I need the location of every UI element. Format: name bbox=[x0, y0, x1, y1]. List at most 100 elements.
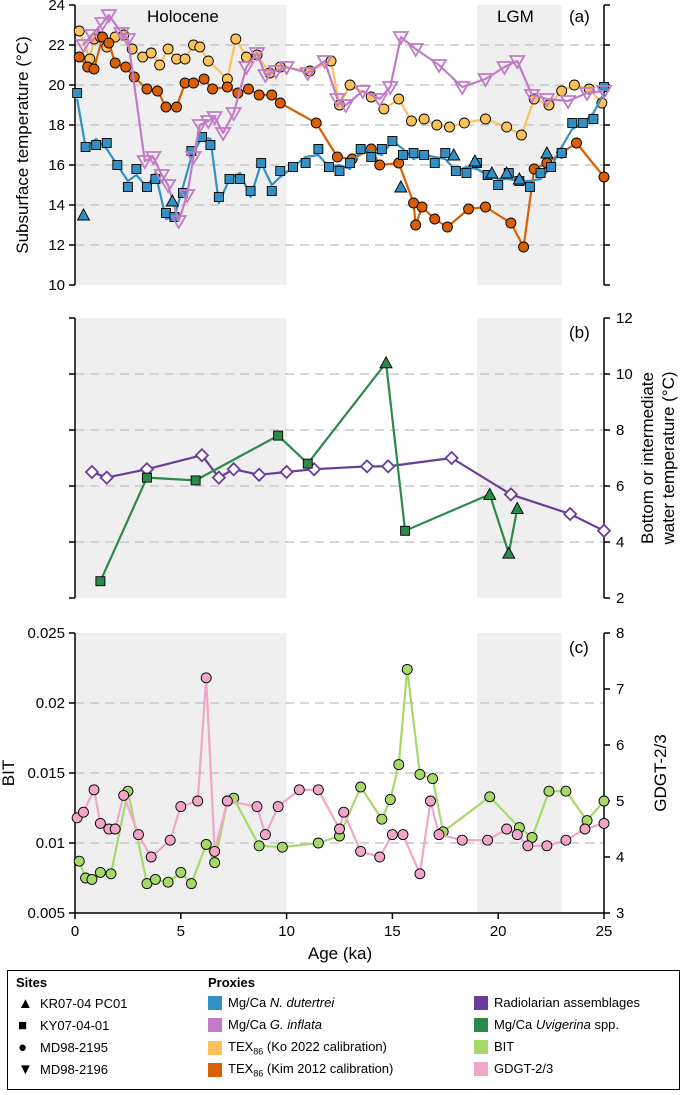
data-point bbox=[175, 801, 187, 813]
data-point bbox=[188, 77, 199, 89]
data-point bbox=[221, 81, 233, 93]
data-point bbox=[577, 118, 588, 128]
data-point bbox=[105, 868, 117, 880]
data-point bbox=[355, 144, 366, 154]
legend-site-label: MD98-2196 bbox=[40, 1062, 108, 1077]
data-point bbox=[354, 85, 372, 100]
data-point bbox=[76, 208, 91, 221]
holocene-label: Holocene bbox=[147, 7, 219, 26]
data-point bbox=[171, 101, 183, 113]
data-point bbox=[560, 785, 572, 797]
data-point bbox=[170, 215, 188, 230]
data-point bbox=[73, 25, 85, 37]
data-point bbox=[209, 845, 221, 857]
data-point bbox=[141, 182, 152, 192]
data-point bbox=[272, 801, 284, 813]
data-point bbox=[225, 107, 243, 122]
data-point bbox=[556, 85, 568, 97]
data-point bbox=[131, 164, 142, 174]
legend-proxy-label: TEX86 (Kim 2012 calibration) bbox=[228, 1061, 394, 1079]
legend-proxy-item: GDGT-2/3 bbox=[474, 1061, 553, 1076]
x-tick-label: 25 bbox=[596, 923, 613, 940]
legend-proxy-item: TEX86 (Kim 2012 calibration) bbox=[208, 1061, 393, 1079]
data-point bbox=[209, 857, 221, 869]
legend-proxy-item: TEX86 (Ko 2022 calibration) bbox=[208, 1039, 387, 1057]
data-point bbox=[133, 829, 144, 841]
data-point bbox=[162, 43, 174, 55]
data-point bbox=[400, 525, 411, 536]
data-point bbox=[101, 138, 112, 148]
data-point bbox=[153, 169, 171, 184]
data-point bbox=[159, 179, 177, 194]
data-point bbox=[334, 166, 345, 176]
data-point bbox=[433, 829, 445, 841]
data-point bbox=[516, 129, 527, 141]
data-point bbox=[440, 148, 451, 158]
y2-tick-label: 5 bbox=[616, 793, 624, 810]
legend: Sites Proxies ▲ KR07-04 PC01 ■ KY07-04-0… bbox=[7, 970, 680, 1090]
data-point bbox=[538, 93, 556, 108]
data-point bbox=[407, 43, 425, 58]
data-point bbox=[74, 39, 93, 54]
data-point bbox=[598, 171, 610, 183]
data-point bbox=[256, 158, 267, 168]
y-tick-label: 2 bbox=[616, 590, 624, 607]
legend-proxy-item: BIT bbox=[474, 1039, 514, 1054]
y-tick-label: 0.015 bbox=[27, 765, 65, 782]
data-point bbox=[266, 186, 277, 196]
data-point bbox=[313, 144, 324, 154]
data-point bbox=[200, 672, 212, 684]
data-point bbox=[579, 823, 591, 835]
data-point bbox=[186, 146, 197, 156]
data-point bbox=[512, 172, 527, 185]
data-point bbox=[119, 33, 137, 48]
data-point bbox=[379, 355, 393, 369]
data-point bbox=[495, 61, 514, 76]
data-point bbox=[450, 166, 461, 176]
legend-proxy-label: TEX86 (Ko 2022 calibration) bbox=[228, 1039, 387, 1057]
y-tick-label: 0.005 bbox=[27, 905, 65, 922]
y-tick-label: 10 bbox=[48, 277, 65, 294]
data-point bbox=[141, 83, 153, 95]
shaded-interval bbox=[75, 318, 287, 598]
data-point bbox=[185, 878, 197, 890]
data-point bbox=[287, 162, 298, 172]
data-point bbox=[91, 140, 102, 150]
legend-site-label: KY07-04-01 bbox=[40, 1018, 110, 1033]
legend-site-md2196: ▼ MD98-2196 bbox=[18, 1061, 108, 1078]
data-point bbox=[392, 31, 410, 46]
data-point bbox=[393, 93, 405, 105]
data-point bbox=[524, 182, 535, 192]
data-point bbox=[337, 99, 355, 114]
data-point bbox=[162, 876, 174, 888]
data-point bbox=[366, 152, 377, 162]
data-point bbox=[145, 47, 157, 59]
data-point bbox=[384, 794, 396, 806]
data-point bbox=[562, 506, 578, 522]
data-point bbox=[109, 823, 121, 835]
y-tick-label: 16 bbox=[48, 157, 65, 174]
data-point bbox=[546, 162, 557, 172]
y-tick-label: 6 bbox=[616, 478, 624, 495]
data-point bbox=[178, 189, 196, 204]
data-point bbox=[480, 201, 491, 213]
data-point bbox=[243, 83, 254, 95]
data-point bbox=[94, 866, 106, 878]
data-point bbox=[371, 93, 389, 108]
data-point bbox=[80, 142, 91, 152]
legend-proxy-label: Mg/Ca Uvigerina spp. bbox=[494, 1017, 620, 1032]
y-axis-title: water temperature (°C) bbox=[659, 371, 678, 545]
legend-color-swatch bbox=[208, 1017, 222, 1032]
y2-tick-label: 3 bbox=[616, 905, 624, 922]
data-point bbox=[331, 151, 343, 163]
data-point bbox=[381, 81, 399, 96]
data-point bbox=[393, 759, 405, 771]
data-point bbox=[398, 150, 408, 160]
data-point bbox=[499, 166, 514, 179]
data-point bbox=[476, 73, 495, 88]
data-point bbox=[199, 115, 217, 130]
data-point bbox=[122, 182, 133, 192]
data-point bbox=[599, 82, 609, 92]
data-point bbox=[214, 127, 232, 142]
